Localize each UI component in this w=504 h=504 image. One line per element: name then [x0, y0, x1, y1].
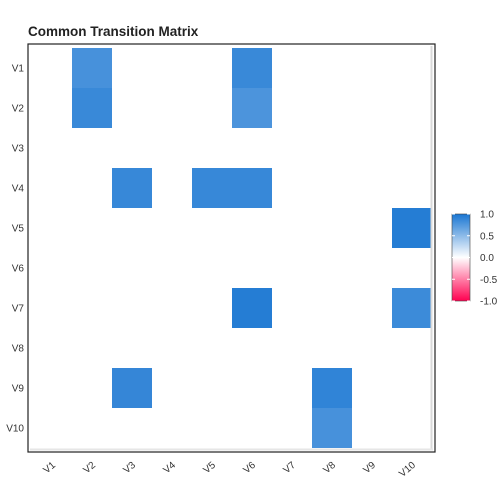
legend-tick-label: -0.5 — [480, 275, 498, 286]
x-tick-label: V9 — [361, 460, 378, 477]
heatmap-cell-V2-V6 — [232, 88, 272, 128]
y-axis: V1 V2 V3 V4 V5 V6 V7 V8 V9 V10 — [6, 64, 24, 435]
x-tick-label: V6 — [241, 460, 258, 477]
x-tick-label: V4 — [161, 460, 178, 477]
y-tick-label: V8 — [12, 344, 25, 355]
x-tick-label: V8 — [321, 460, 338, 477]
y-tick-label: V9 — [12, 384, 25, 395]
x-axis: V1 V2 V3 V4 V5 V6 V7 V8 V9 V10 — [41, 460, 418, 480]
heatmap-cell-V9-V3 — [112, 368, 152, 408]
legend-tick-label: -1.0 — [480, 297, 498, 308]
y-tick-label: V4 — [12, 184, 25, 195]
heatmap-cell-V9-V8 — [312, 368, 352, 408]
x-tick-label: V10 — [397, 460, 418, 480]
heatmap-cell-V7-V6 — [232, 288, 272, 328]
y-tick-label: V7 — [12, 304, 25, 315]
y-tick-label: V5 — [12, 224, 25, 235]
x-tick-label: V1 — [41, 460, 58, 477]
x-tick-label: V3 — [121, 460, 138, 477]
plot-border — [27, 43, 436, 453]
y-tick-label: V6 — [12, 264, 25, 275]
heatmap-cell-V2-V2 — [72, 88, 112, 128]
y-tick-label: V3 — [12, 144, 25, 155]
x-tick-label: V5 — [201, 460, 218, 477]
heatmap-cell-V4-V6 — [232, 168, 272, 208]
color-legend: 1.0 0.5 0.0 -0.5 -1.0 — [451, 210, 498, 308]
y-tick-label: V1 — [12, 64, 25, 75]
y-tick-label: V2 — [12, 104, 25, 115]
heatmap-cell-V1-V6 — [232, 48, 272, 88]
chart-title: Common Transition Matrix — [28, 24, 199, 39]
x-tick-label: V7 — [281, 460, 298, 477]
heatmap-cell-V4-V3 — [112, 168, 152, 208]
heatmap-cell-V7-V10 — [392, 288, 432, 328]
legend-tick-label: 1.0 — [480, 210, 494, 221]
heatmap-cells — [72, 48, 432, 448]
y-tick-label: V10 — [6, 424, 24, 435]
legend-tick-label: 0.0 — [480, 253, 494, 264]
x-tick-label: V2 — [81, 460, 98, 477]
heatmap-cell-V1-V2 — [72, 48, 112, 88]
heatmap-cell-V4-V5 — [192, 168, 232, 208]
legend-tick-label: 0.5 — [480, 231, 494, 242]
heatmap-cell-V5-V10 — [392, 208, 432, 248]
heatmap-cell-V10-V8 — [312, 408, 352, 448]
